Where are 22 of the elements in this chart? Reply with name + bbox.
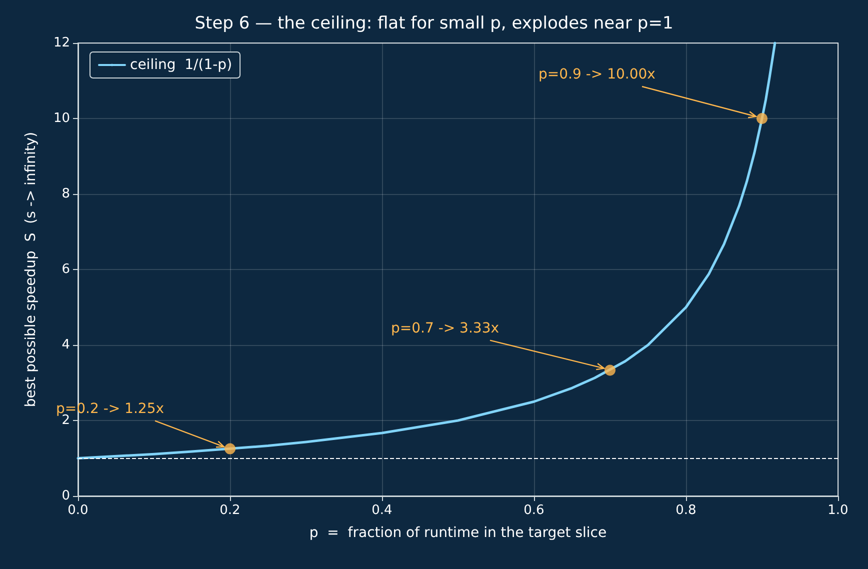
x-tick-label: 0.6	[524, 503, 544, 518]
x-tick-label: 0.8	[676, 503, 696, 518]
x-axis-title: p = fraction of runtime in the target slice	[309, 525, 607, 541]
y-tick-label: 4	[62, 338, 70, 352]
x-tick-label: 0.0	[68, 503, 88, 518]
point	[604, 364, 616, 376]
point	[756, 113, 768, 124]
y-tick-label: 6	[62, 262, 70, 277]
x-tick-label: 1.0	[828, 503, 848, 518]
y-tick-label: 2	[62, 413, 70, 428]
y-tick-label: 12	[53, 36, 70, 50]
point	[224, 443, 236, 454]
annotation: p=0.9 -> 10.00x	[538, 66, 656, 82]
x-tick-label: 0.4	[372, 503, 392, 518]
chart-title: Step 6 — the ceiling: flat for small p, explodes near p=1	[194, 14, 674, 34]
y-tick-label: 8	[62, 186, 70, 202]
annotation: p=0.7 -> 3.33x	[390, 320, 500, 336]
y-tick-label: 10	[53, 111, 70, 126]
legend-label: ceiling 1/(1-p)	[130, 57, 232, 73]
y-axis-title: best possible speedup S (s -> infinity)	[23, 132, 39, 408]
y-tick-label: 0	[62, 488, 70, 504]
x-tick-label: 0.2	[220, 503, 240, 518]
